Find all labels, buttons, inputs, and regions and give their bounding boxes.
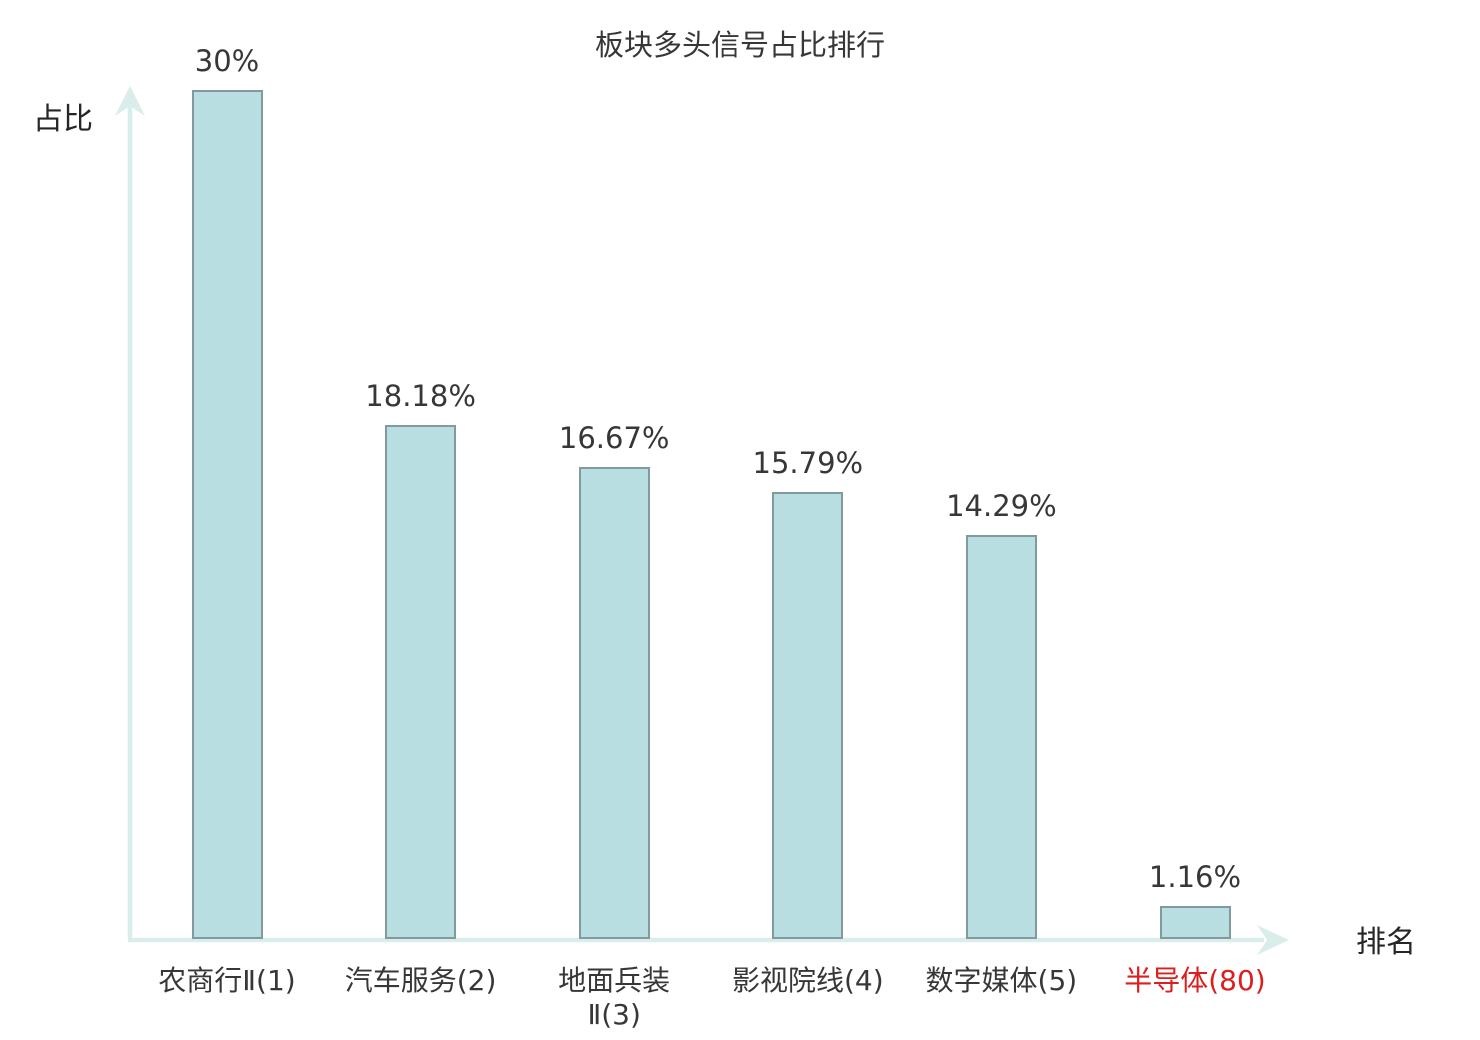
bar xyxy=(965,534,1037,939)
bar-value-label: 16.67% xyxy=(558,421,670,456)
bar xyxy=(1159,906,1231,939)
bar-category-label: 农商行Ⅱ(1) xyxy=(158,964,296,997)
x-axis-label: 排名 xyxy=(1356,925,1416,960)
bar-value-label: 1.16% xyxy=(1148,860,1242,895)
y-axis-label: 占比 xyxy=(33,102,93,137)
bar-value-label: 15.79% xyxy=(752,446,864,481)
bar-value-label: 14.29% xyxy=(946,488,1057,523)
bar xyxy=(191,90,263,939)
bar-category-label: 汽车服务(2) xyxy=(344,964,497,997)
bar-category-label: 影视院线(4) xyxy=(731,964,884,997)
bar-value-label: 18.18% xyxy=(365,378,476,413)
bar-value-label: 30% xyxy=(194,44,260,78)
bar-category-label: 半导体(80) xyxy=(1124,964,1266,997)
bar xyxy=(385,424,457,939)
x-axis-arrowhead-icon xyxy=(1257,925,1289,955)
bar-category-label: 数字媒体(5) xyxy=(925,964,1078,997)
bar-category-label: 地面兵装 Ⅱ(3) xyxy=(558,964,671,1031)
y-axis-arrowhead-icon xyxy=(115,86,145,116)
bar xyxy=(772,492,844,939)
bar xyxy=(578,467,650,939)
chart-title: 板块多头信号占比排行 xyxy=(594,28,885,62)
